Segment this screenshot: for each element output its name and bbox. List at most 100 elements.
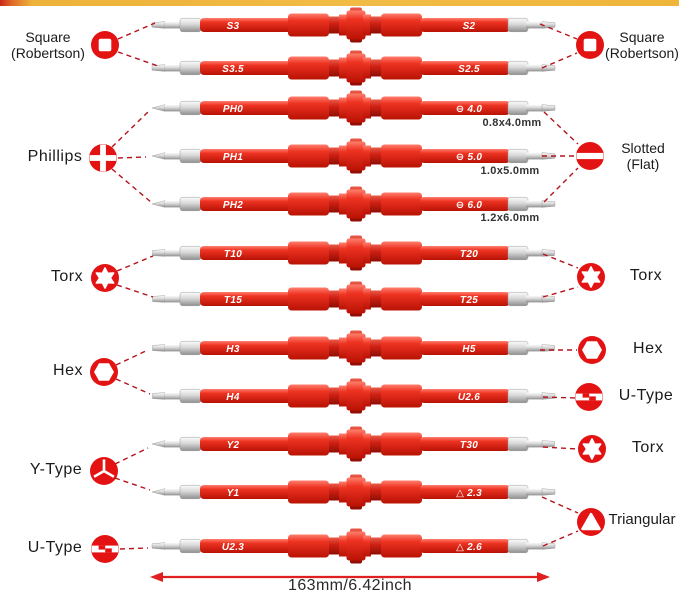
callout-label-line: Triangular (608, 511, 676, 528)
callout-label-line: Square (25, 29, 71, 45)
bit-shaft (526, 152, 543, 160)
callout-label-line: U-Type (27, 539, 83, 556)
callout-label-line: (Robertson) (11, 44, 85, 61)
handle (288, 426, 422, 462)
bit-shaft (526, 344, 543, 352)
bit-size-label-left: PH2 (223, 200, 243, 211)
callout-label: Slotted (Flat) (611, 140, 675, 172)
bit-size-label-right: S2.5 (458, 64, 480, 75)
bit-shaft (526, 21, 543, 29)
bit-tip (151, 542, 166, 550)
handle (288, 138, 422, 174)
callout-line (115, 349, 149, 366)
phillips-icon (89, 144, 117, 172)
rod-left (200, 539, 292, 553)
bit-tip (541, 440, 555, 448)
bit-shaft (526, 542, 543, 550)
callout-line (117, 156, 147, 159)
handle (288, 281, 422, 317)
rod-left (200, 341, 292, 355)
rod-right (420, 149, 510, 163)
ferrule (179, 100, 202, 116)
rod-left (200, 197, 292, 211)
callout-line (115, 378, 151, 395)
screwdriver-5: PH2 ⊖ 6.0 (151, 186, 556, 222)
bit-tip (151, 64, 166, 72)
rod-right (420, 197, 510, 211)
handle (288, 528, 422, 564)
rod-right (420, 101, 510, 115)
bit-shaft (165, 344, 181, 352)
bit-size-label-right: T30 (460, 440, 478, 451)
ferrule (507, 245, 529, 261)
rod-left (200, 437, 292, 451)
bit-shaft (526, 295, 543, 303)
top-accent-bar (0, 0, 679, 6)
screwdriver-1: S3 S2 (151, 7, 556, 43)
bit-tip (541, 392, 556, 400)
bit-size-label-left: PH0 (223, 104, 243, 115)
bit-shaft (526, 392, 543, 400)
bit-shaft (165, 200, 181, 208)
callout-label: Y-Type (20, 461, 92, 479)
bit-shaft (526, 104, 543, 112)
ferrule (179, 60, 202, 76)
bit-tip (151, 440, 166, 448)
ferrule (179, 17, 202, 33)
screwdriver-11: Y1 △ 2.3 (151, 474, 556, 510)
ferrule (179, 388, 202, 404)
blade-spec-label: 1.2x6.0mm (480, 212, 540, 224)
bit-tip (541, 344, 555, 352)
handle (288, 330, 422, 366)
bit-tip (541, 542, 556, 550)
bit-size-label-right: ⊖ 6.0 (456, 200, 483, 211)
bit-size-label-right: T20 (460, 249, 478, 260)
bit-tip (541, 295, 555, 303)
bit-shaft (165, 542, 181, 550)
callout-label: Triangular (604, 511, 679, 529)
hex-icon (578, 336, 606, 364)
rod-right (420, 246, 510, 260)
rod-right (420, 341, 510, 355)
callout-label: U-Type (612, 387, 679, 405)
bit-size-label-left: T10 (224, 249, 242, 260)
callout-label: Torx (31, 268, 103, 286)
ferrule (507, 436, 529, 452)
callout-label-line: Phillips (27, 148, 83, 165)
callout-label: Hex (32, 362, 104, 380)
bit-shaft (165, 249, 181, 257)
ferrule (507, 17, 529, 33)
callout-label: Torx (616, 267, 676, 285)
rod-left (200, 246, 292, 260)
callout-label: Square (Robertson) (0, 29, 96, 61)
bit-tip (151, 488, 166, 496)
bit-shaft (165, 488, 181, 496)
screwdriver-2: S3.5 S2.5 (151, 50, 556, 86)
callout-line (117, 22, 156, 40)
blade-spec-label: 0.8x4.0mm (482, 117, 542, 129)
bit-size-label-right: ⊖ 5.0 (456, 152, 483, 163)
bit-size-label-left: Y1 (227, 488, 240, 499)
callout-label-line: Torx (50, 268, 84, 285)
torx-2-icon (578, 435, 606, 463)
screwdriver-9: H4 U2.6 (152, 378, 556, 414)
bit-shaft (165, 152, 181, 160)
bit-size-label-right: △ 2.3 (456, 488, 482, 499)
callout-label-line: (Robertson) (605, 44, 679, 61)
ferrule (507, 100, 529, 116)
bit-size-label-right: ⊖ 4.0 (456, 104, 483, 115)
ferrule (507, 60, 529, 76)
handle (288, 7, 422, 43)
bit-size-label-right: H5 (462, 344, 476, 355)
bit-size-label-right: S2 (463, 21, 476, 32)
bit-tip (151, 200, 166, 208)
ferrule (507, 538, 529, 554)
callout-label-line: Square (619, 29, 665, 45)
rod-left (200, 149, 292, 163)
torx-icon (91, 264, 119, 292)
callout-line (116, 284, 154, 298)
bit-shaft (526, 64, 543, 72)
ferrule (179, 484, 202, 500)
bit-size-label-left: S3.5 (222, 64, 244, 75)
ferrule (507, 388, 529, 404)
